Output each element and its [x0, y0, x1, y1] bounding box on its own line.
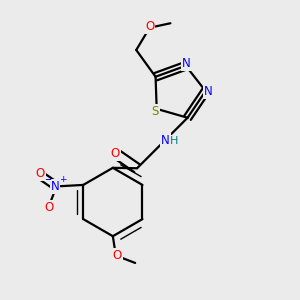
Text: +: + [59, 176, 67, 184]
Text: −: − [43, 175, 52, 185]
Text: O: O [44, 201, 54, 214]
Text: O: O [113, 249, 122, 262]
Text: O: O [111, 147, 120, 160]
Text: O: O [35, 167, 45, 180]
Text: O: O [145, 20, 154, 33]
Text: H: H [170, 136, 178, 146]
Text: N: N [161, 134, 170, 147]
Text: N: N [51, 180, 59, 193]
Text: N: N [204, 85, 212, 98]
Text: N: N [182, 57, 191, 70]
Text: S: S [152, 105, 159, 118]
